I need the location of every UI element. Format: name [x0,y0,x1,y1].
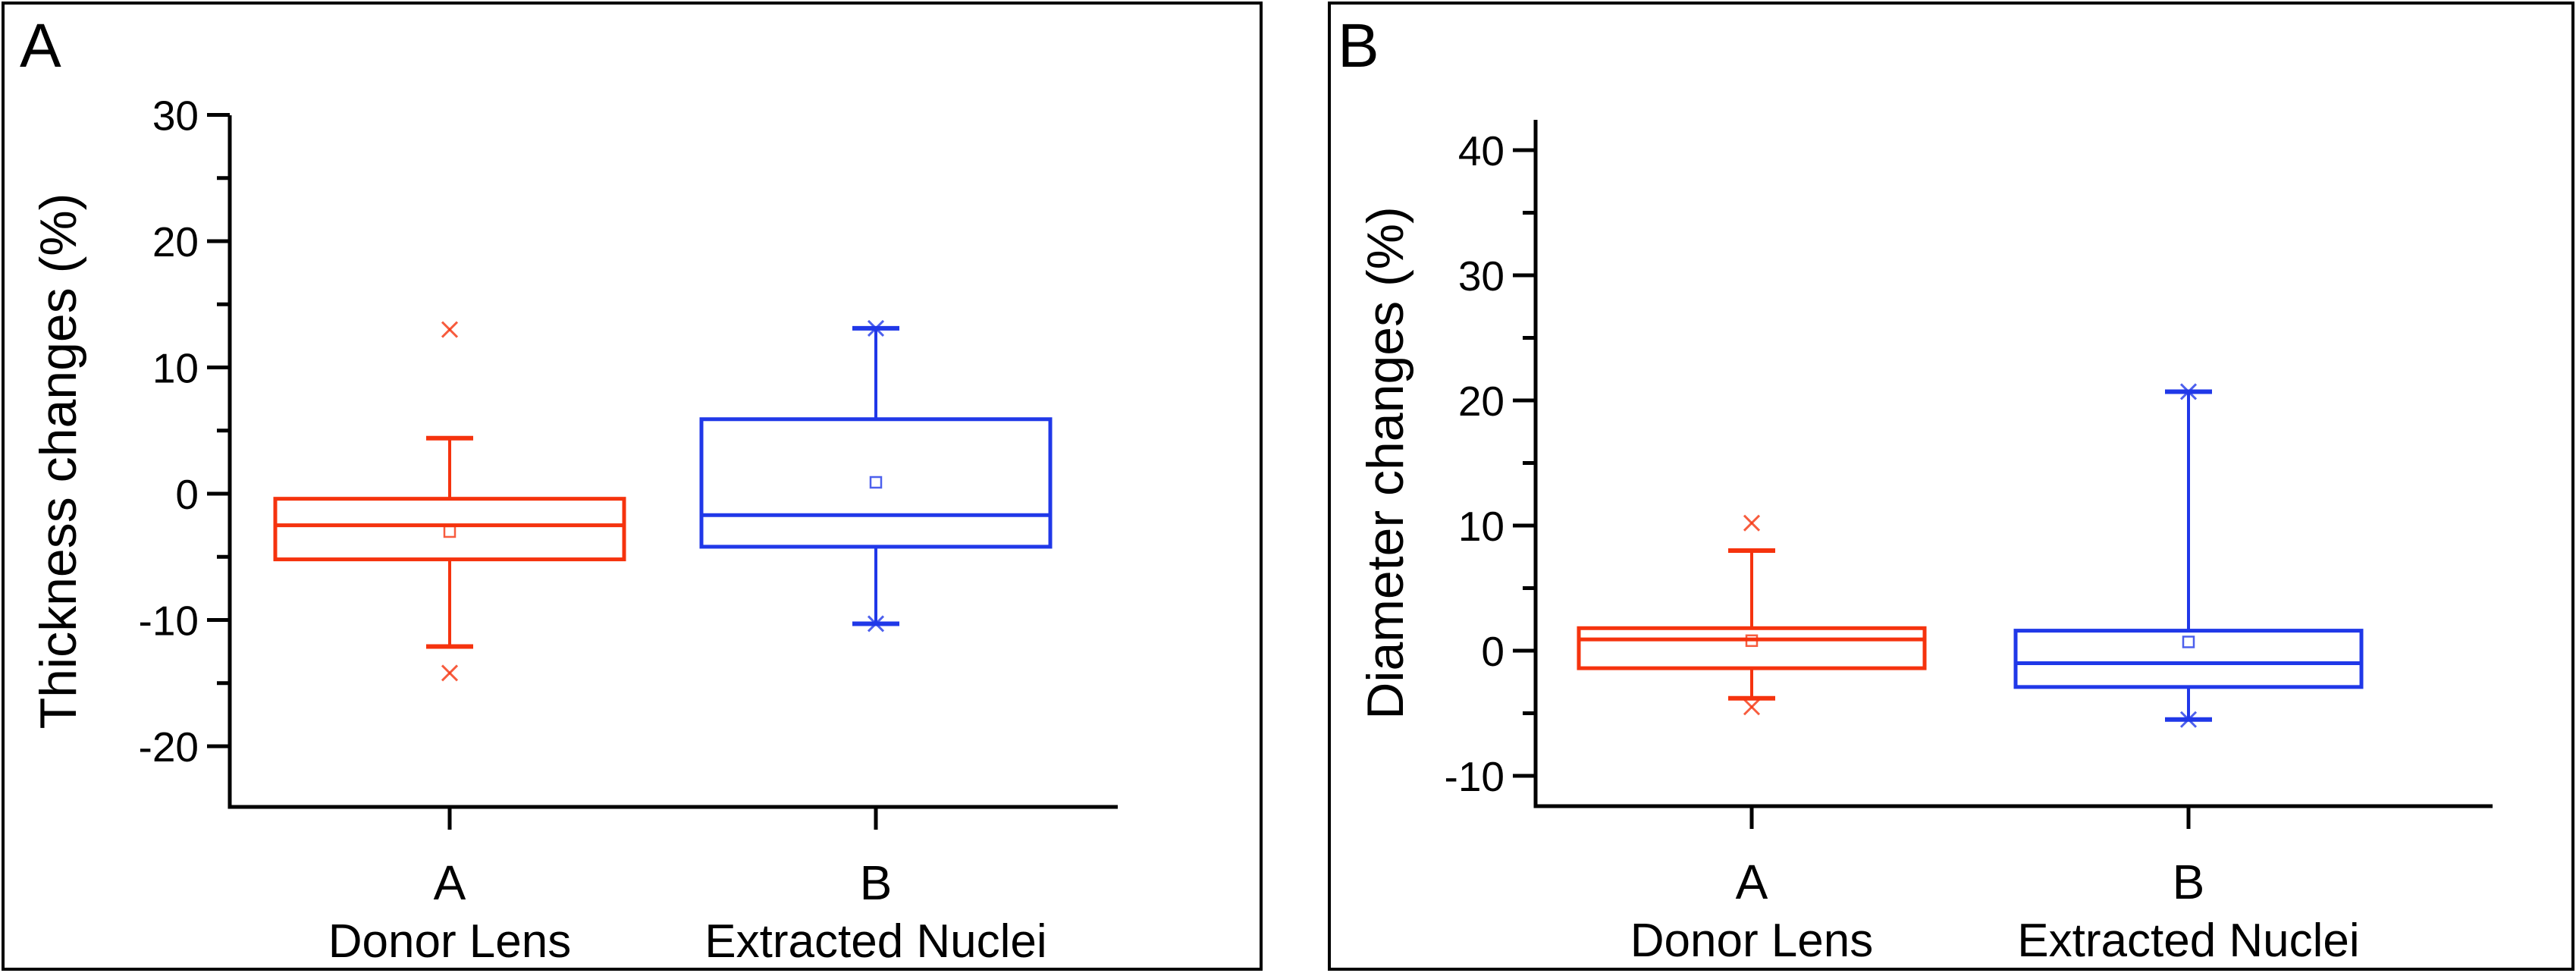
iqr-box [273,497,626,562]
mean-marker [443,525,457,538]
axes: 40 30 20 10 0 -10 Diameter changes (%) A Donor L… [1357,120,2493,967]
outlier-marker [1743,698,1761,716]
axes: 30 20 10 0 -10 -20 Thickness changes (%) ADonor… [30,92,1118,968]
outlier-marker [2179,383,2198,400]
mean-marker [2182,636,2195,648]
x-category-sublabel: Donor Lens [328,915,572,968]
boxplot-donor-lens [1577,514,1927,716]
y-tick-label: -20 [139,723,199,771]
x-category-label: B [2173,855,2205,909]
y-axis-title: Diameter changes (%) [1357,206,1414,719]
x-category-sublabel: Extracted Nuclei [704,915,1046,968]
y-tick-label: 20 [1458,378,1504,425]
outlier-marker [441,321,459,338]
panel-corner-label: A [20,11,61,80]
y-tick-label: 10 [152,344,199,391]
y-tick-label: 30 [1458,253,1504,300]
outlier-marker [867,319,885,337]
x-category-label: B [860,855,893,910]
iqr-box [1577,626,1927,670]
x-category-label: A [1736,855,1768,909]
panel-corner-label: B [1338,11,1379,80]
boxplot-donor-lens [273,321,626,682]
outlier-marker [441,664,459,682]
iqr-box [699,417,1053,549]
y-tick-label: 10 [1458,503,1504,550]
x-category-sublabel: Extracted Nuclei [2017,915,2359,967]
mean-marker [1745,634,1759,648]
boxplot-extracted-nuclei [2013,383,2364,728]
panel-border [1328,2,2574,971]
y-tick-label: -10 [1445,753,1505,800]
x-category-sublabel: Donor Lens [1630,915,1874,967]
y-tick-label: 40 [1458,127,1504,174]
outlier-marker [2179,711,2198,728]
x-category-label: A [434,855,466,910]
y-tick-label: -10 [139,597,199,644]
y-tick-label: 0 [1481,628,1504,675]
iqr-box [2013,629,2364,689]
panel-b: B 40 30 20 10 0 -10 Diameter changes (%) A Donor … [1328,2,2574,971]
boxplot-extracted-nuclei [699,319,1053,632]
outlier-marker [867,615,885,632]
y-tick-label: 30 [152,92,199,139]
y-tick-label: 0 [175,471,199,518]
y-tick-label: 20 [152,218,199,265]
outlier-marker [1743,514,1761,532]
mean-marker [869,476,883,489]
y-axis-title: Thickness changes (%) [30,193,87,730]
